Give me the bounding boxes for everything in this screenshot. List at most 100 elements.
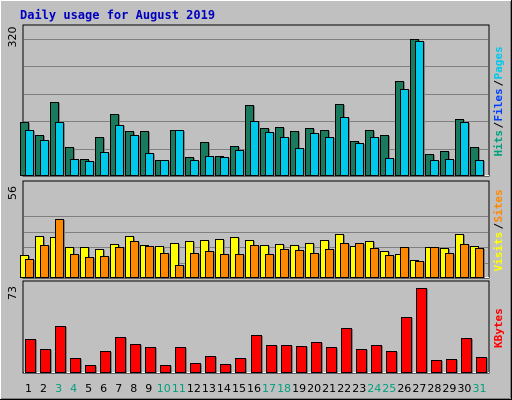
bar-kbytes-day-21 [326, 347, 337, 373]
bar-sites-day-19 [295, 250, 304, 278]
bar-kbytes-day-23 [356, 349, 367, 373]
day-label-22: 22 [337, 382, 351, 395]
bar-files-day-2 [40, 140, 49, 176]
day-label-21: 21 [322, 382, 336, 395]
bar-kbytes-day-15 [235, 358, 246, 373]
day-label-31: 31 [472, 382, 486, 395]
legend-visits: Visits [492, 232, 505, 272]
y-max-label: 56 [6, 186, 19, 200]
bar-kbytes-day-10 [160, 365, 171, 373]
day-label-19: 19 [292, 382, 306, 395]
bar-kbytes-day-24 [371, 345, 382, 373]
bar-kbytes-day-29 [446, 359, 457, 373]
legend-kbytes: KBytes [492, 308, 505, 348]
day-label-30: 30 [457, 382, 471, 395]
day-label-26: 26 [397, 382, 411, 395]
bar-files-day-1 [25, 130, 34, 176]
bar-sites-day-3 [55, 219, 64, 278]
bar-visits-day-11 [170, 243, 179, 278]
chart-panels: 320Hits/Files/Pages56Visits/Sites73KByte… [6, 24, 505, 374]
bar-sites-day-17 [265, 254, 274, 278]
bar-files-day-22 [340, 117, 349, 176]
day-axis-labels: 1 2 3 4 5 6 7 8 9 10 11 12 13 14 15 16 17 18 19 20 21 22 23 24 2… [25, 382, 486, 395]
bar-hits-day-25 [380, 135, 389, 176]
bar-files-day-11 [175, 130, 184, 176]
series-files [25, 41, 485, 176]
bar-sites-day-23 [355, 243, 364, 278]
bar-kbytes-day-4 [70, 358, 81, 373]
day-label-7: 7 [115, 382, 122, 395]
bar-kbytes-day-3 [55, 326, 66, 373]
bar-sites-day-21 [325, 249, 334, 278]
bar-kbytes-day-6 [100, 351, 111, 373]
bar-sites-day-30 [460, 244, 469, 278]
series-kbytes [25, 288, 488, 373]
day-label-17: 17 [262, 382, 276, 395]
bar-kbytes-day-26 [401, 317, 412, 373]
bar-files-day-29 [445, 159, 454, 176]
bar-files-day-19 [295, 148, 304, 176]
bar-kbytes-day-25 [386, 351, 397, 373]
series-sites [25, 219, 485, 278]
day-label-5: 5 [85, 382, 92, 395]
legend-separator: / [492, 122, 505, 129]
bar-files-day-26 [400, 89, 409, 176]
bar-sites-day-27 [415, 261, 424, 278]
bar-kbytes-day-19 [296, 346, 307, 373]
bar-sites-day-31 [475, 248, 484, 278]
bar-sites-day-24 [370, 248, 379, 278]
y-max-label: 73 [6, 286, 19, 300]
bar-sites-day-22 [340, 243, 349, 278]
bar-kbytes-day-7 [115, 337, 126, 373]
bar-files-day-5 [85, 161, 94, 176]
bar-sites-day-12 [190, 253, 199, 278]
bar-sites-day-20 [310, 253, 319, 278]
legend-pages: Pages [492, 46, 505, 79]
chart-panel-2: 56 Visits /Sites [6, 180, 505, 279]
bar-sites-day-6 [100, 256, 109, 278]
legend-sites: Sites [492, 189, 505, 222]
bar-kbytes-day-1 [25, 339, 36, 373]
bar-files-day-31 [475, 160, 484, 176]
day-label-16: 16 [247, 382, 261, 395]
chart-panel-3: 73 KBytes [6, 280, 505, 374]
bar-kbytes-day-5 [85, 365, 96, 373]
panel-legend: KBytes [492, 308, 505, 348]
bar-kbytes-day-11 [175, 347, 186, 373]
day-label-9: 9 [145, 382, 152, 395]
bar-files-day-10 [160, 160, 169, 176]
bar-files-day-16 [250, 121, 259, 176]
bar-sites-day-8 [130, 241, 139, 278]
bar-files-day-21 [325, 137, 334, 176]
bar-sites-day-10 [160, 253, 169, 278]
bar-files-day-28 [430, 160, 439, 176]
bar-kbytes-day-9 [145, 347, 156, 373]
day-label-29: 29 [442, 382, 456, 395]
chart-title: Daily usage for August 2019 [20, 8, 215, 22]
bar-sites-day-29 [445, 253, 454, 278]
bar-files-day-15 [235, 150, 244, 176]
day-label-4: 4 [70, 382, 77, 395]
bar-kbytes-day-2 [40, 349, 51, 373]
bar-sites-day-13 [205, 251, 214, 278]
bar-files-day-9 [145, 153, 154, 176]
day-label-14: 14 [217, 382, 231, 395]
bar-sites-day-2 [40, 245, 49, 278]
day-label-2: 2 [40, 382, 47, 395]
bar-kbytes-day-8 [130, 344, 141, 373]
bar-files-day-3 [55, 122, 64, 176]
bar-files-day-8 [130, 135, 139, 176]
bar-sites-day-16 [250, 245, 259, 278]
day-label-13: 13 [202, 382, 216, 395]
bar-sites-day-26 [400, 247, 409, 278]
bar-files-day-24 [370, 137, 379, 176]
day-label-20: 20 [307, 382, 321, 395]
bar-kbytes-day-12 [190, 363, 201, 373]
legend-separator: / [492, 223, 505, 230]
bar-files-day-13 [205, 156, 214, 176]
bar-files-day-30 [460, 122, 469, 176]
bar-files-day-18 [280, 137, 289, 176]
day-label-1: 1 [25, 382, 32, 395]
